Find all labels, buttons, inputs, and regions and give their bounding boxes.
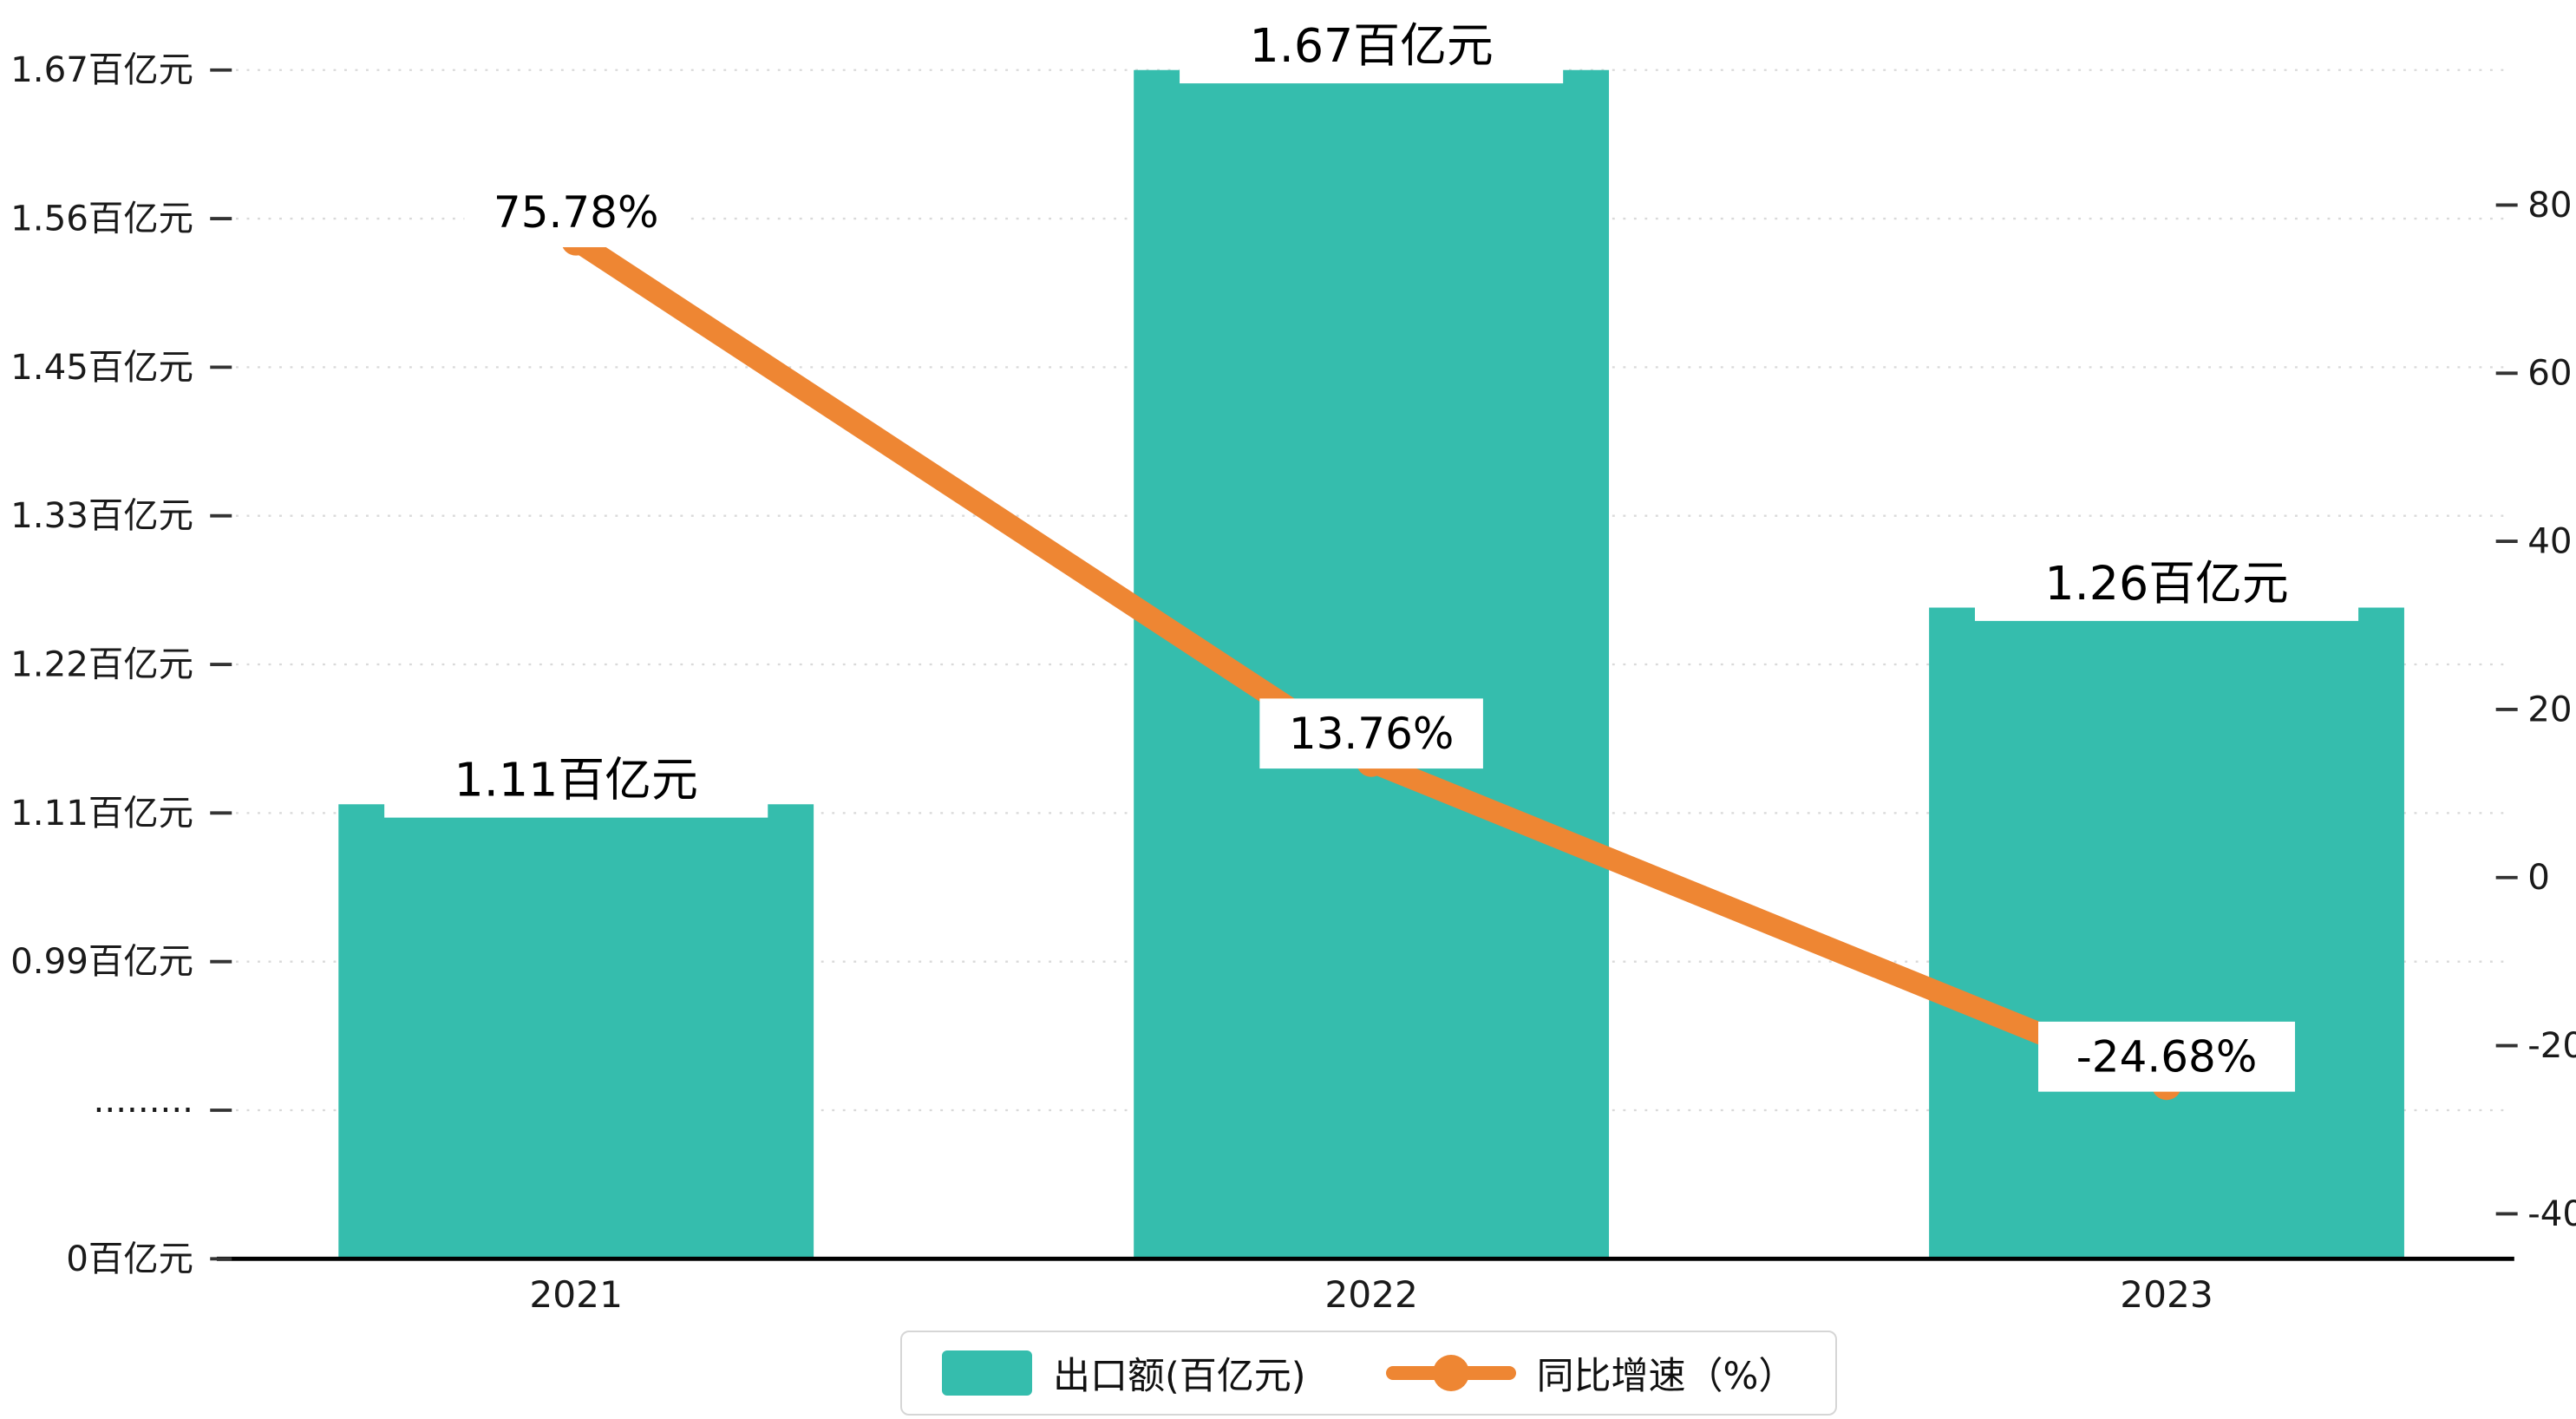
line-label-box (1259, 698, 1483, 769)
left-tick-label: 1.22百亿元 (10, 644, 193, 684)
bar-label-box (384, 741, 768, 818)
x-tick-label-2021: 2021 (529, 1273, 623, 1316)
line-label: 75.78% (494, 187, 659, 238)
bar-label-box (1180, 6, 1564, 84)
bar-label: 1.11百亿元 (454, 753, 698, 808)
right-tick-label: 40 (2527, 521, 2572, 562)
line-label-box (2038, 1021, 2296, 1092)
right-tick-label: 20 (2527, 689, 2572, 729)
left-tick-label: ········· (94, 1089, 193, 1130)
left-tick-label: 1.67百亿元 (10, 49, 193, 90)
legend-bar-swatch-icon (942, 1350, 1032, 1396)
legend-item-growth-rate: 同比增速（%） (1385, 1346, 1796, 1400)
right-tick-label: -20 (2527, 1025, 2576, 1066)
x-tick-label-2022: 2022 (1324, 1273, 1418, 1316)
bar-label: 1.67百亿元 (1249, 18, 1493, 73)
right-tick-label: 60 (2527, 353, 2572, 394)
line-label: 13.76% (1289, 709, 1455, 759)
right-tick-label: -40 (2527, 1193, 2576, 1234)
left-tick-label: 1.11百亿元 (10, 793, 193, 834)
right-tick-label: 0 (2527, 857, 2550, 898)
legend-line-label: 同比增速（%） (1536, 1355, 1796, 1398)
left-tick-label: 1.45百亿元 (10, 347, 193, 388)
left-tick-label: 0百亿元 (66, 1239, 193, 1279)
legend-line-swatch-icon (1385, 1355, 1516, 1391)
line-label: -24.68% (2076, 1032, 2258, 1082)
bar-2023 (1929, 607, 2404, 1259)
bar-label: 1.26百亿元 (2044, 556, 2288, 611)
legend: 出口额(百亿元) 同比增速（%） (900, 1331, 1838, 1416)
bar-2021 (338, 804, 814, 1259)
x-tick-label-2023: 2023 (2120, 1273, 2213, 1316)
left-tick-label: 1.33百亿元 (10, 495, 193, 536)
right-tick-label: 80 (2527, 185, 2572, 226)
legend-item-export-value: 出口额(百亿元) (942, 1346, 1306, 1400)
line-label-box (464, 177, 688, 248)
legend-bar-label: 出口额(百亿元) (1053, 1355, 1306, 1398)
legend-line-dot-icon (1432, 1355, 1469, 1391)
left-tick-label: 1.56百亿元 (10, 199, 193, 239)
bar-label-box (1974, 544, 2359, 621)
left-tick-label: 0.99百亿元 (10, 941, 193, 982)
